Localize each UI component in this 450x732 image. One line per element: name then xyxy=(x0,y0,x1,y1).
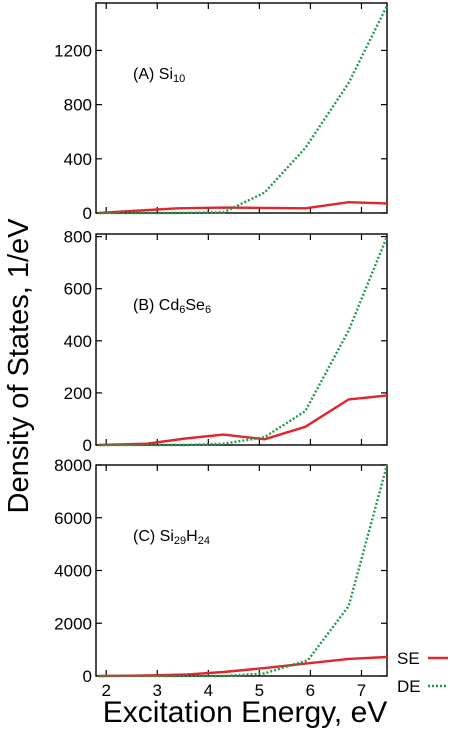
panel-label-subscript: 10 xyxy=(173,73,185,85)
x-tick-label: 3 xyxy=(153,681,162,700)
plot-frame xyxy=(95,464,388,677)
y-tick-label: 8000 xyxy=(54,456,92,475)
y-axis-label: Density of States, 1/eV xyxy=(3,218,35,514)
series-line-se xyxy=(98,394,388,447)
y-tick-label: 400 xyxy=(64,332,92,351)
y-tick-label: 800 xyxy=(64,96,92,115)
panel-label-subscript: 6 xyxy=(179,304,185,316)
panel-label-text: Se xyxy=(185,297,205,314)
panel-label-text: H xyxy=(186,528,198,545)
panel-label-subscript: 6 xyxy=(205,304,211,316)
plot-frame xyxy=(95,233,388,446)
series-line-se xyxy=(98,655,388,678)
y-tick-label: 800 xyxy=(64,228,92,247)
panel-label: (A) Si10 xyxy=(133,66,185,85)
y-tick-label: 0 xyxy=(83,667,92,686)
panel-label-text: (C) Si xyxy=(133,528,174,545)
series-line-de xyxy=(98,5,389,215)
x-tick-label: 6 xyxy=(306,681,315,700)
y-tick-label: 600 xyxy=(64,280,92,299)
legend-label-se: SE xyxy=(397,649,420,668)
x-tick-label: 4 xyxy=(204,681,213,700)
panel-label-text: (A) Si xyxy=(133,66,173,83)
plot-frame xyxy=(95,2,388,214)
y-tick-label: 4000 xyxy=(54,562,92,581)
y-tick-label: 0 xyxy=(83,436,92,455)
legend: SE DE xyxy=(397,649,448,696)
series-line-se xyxy=(98,200,388,215)
panel-label: (B) Cd6Se6 xyxy=(133,297,211,316)
x-axis-label: Excitation Energy, eV xyxy=(103,696,388,729)
y-tick-label: 200 xyxy=(64,384,92,403)
y-tick-label: 1200 xyxy=(54,41,92,60)
series-line-de xyxy=(98,236,389,447)
panel-label-subscript: 24 xyxy=(198,535,210,547)
panel-2: 0 2000 4000 6000 8000 2 3 4 5 6 7 (C) Si29H24 xyxy=(54,456,389,700)
series-line-de xyxy=(98,464,389,678)
x-tick-label: 5 xyxy=(255,681,264,700)
y-tick-label: 400 xyxy=(64,150,92,169)
x-tick-label: 7 xyxy=(357,681,366,700)
panel-label-subscript: 29 xyxy=(174,535,186,547)
panel-label: (C) Si29H24 xyxy=(133,528,210,547)
y-tick-label: 6000 xyxy=(54,509,92,528)
y-tick-label: 2000 xyxy=(54,614,92,633)
x-tick-label: 2 xyxy=(101,681,110,700)
panel-label-text: (B) Cd xyxy=(133,297,179,314)
panel-0: 0 400 800 1200 (A) Si10 xyxy=(54,2,389,223)
legend-label-de: DE xyxy=(397,677,421,696)
y-tick-label: 0 xyxy=(83,204,92,223)
